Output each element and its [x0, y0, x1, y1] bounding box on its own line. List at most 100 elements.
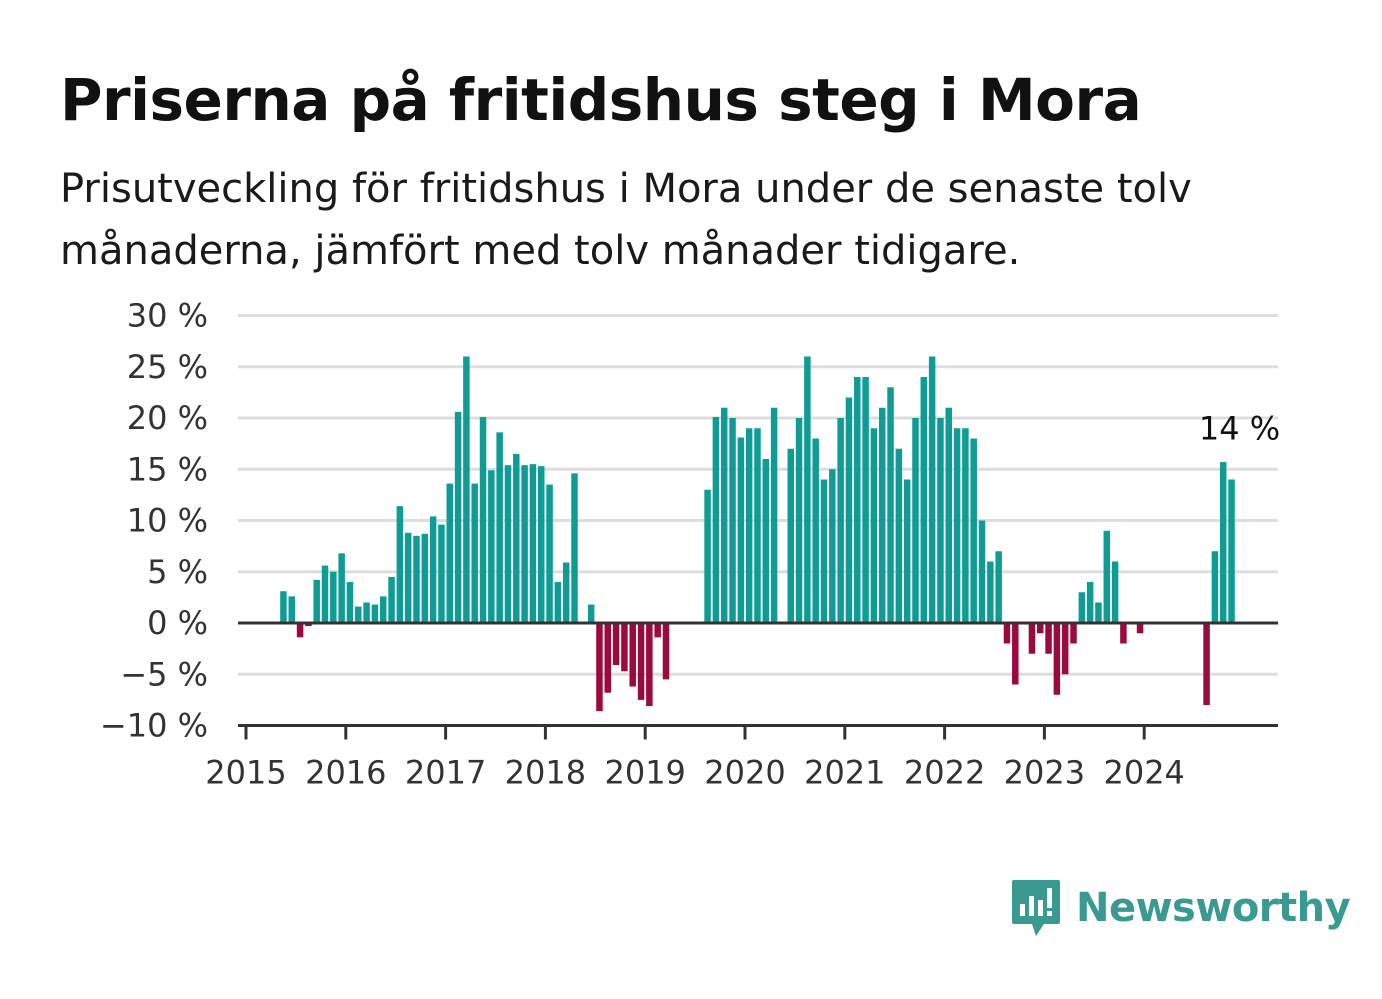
- bar: [1003, 623, 1011, 644]
- bar: [804, 356, 811, 623]
- bar: [587, 604, 595, 623]
- bar: [845, 397, 853, 623]
- bar: [404, 532, 412, 623]
- bar: [288, 596, 295, 623]
- brand-name: Newsworthy: [1076, 885, 1351, 931]
- bar: [712, 416, 720, 624]
- bar: [928, 356, 936, 623]
- bar: [1211, 551, 1219, 623]
- bar: [571, 473, 578, 623]
- bar: [388, 576, 395, 624]
- bar: [970, 438, 977, 623]
- bar: [854, 377, 861, 623]
- y-tick-label: 5 %: [147, 553, 208, 591]
- bar: [862, 377, 869, 623]
- bar: [829, 469, 836, 623]
- bar: [321, 565, 329, 623]
- bar: [887, 387, 894, 623]
- bar: [812, 438, 819, 623]
- y-tick-label: 25 %: [127, 348, 208, 386]
- bar: [596, 623, 603, 712]
- bar: [363, 602, 370, 623]
- bar: [737, 437, 745, 624]
- bar: [787, 448, 794, 623]
- bar: [346, 582, 354, 623]
- bar: [513, 453, 520, 624]
- bar: [995, 551, 1002, 623]
- bar: [1028, 623, 1036, 654]
- bar: [504, 465, 512, 623]
- bar: [903, 479, 911, 623]
- bar: [371, 604, 379, 623]
- bar: [1219, 462, 1227, 623]
- bar: [770, 407, 778, 623]
- bar: [554, 582, 562, 623]
- y-tick-label: 20 %: [127, 399, 208, 437]
- bar: [280, 591, 287, 624]
- bar: [937, 418, 944, 623]
- bar: [413, 535, 420, 624]
- chart-title: Priserna på fritidshus steg i Mora: [60, 66, 1142, 134]
- bar: [1120, 623, 1127, 644]
- x-tick-label: 2021: [804, 754, 885, 792]
- y-tick-label: 15 %: [127, 450, 208, 488]
- y-tick-label: −5 %: [120, 655, 208, 693]
- bar: [646, 623, 653, 707]
- y-tick-label: −10 %: [100, 707, 208, 745]
- bar: [1203, 623, 1210, 705]
- bar: [1045, 623, 1052, 654]
- bar: [429, 516, 437, 623]
- bar: [330, 571, 337, 623]
- bar: [562, 562, 570, 623]
- bar: [379, 596, 387, 623]
- bar: [912, 418, 919, 623]
- x-tick-label: 2015: [205, 754, 286, 792]
- brand-logo: Newsworthy: [1010, 878, 1351, 938]
- bar: [1103, 530, 1111, 623]
- x-tick-label: 2016: [305, 754, 386, 792]
- bar: [962, 428, 969, 623]
- bar: [978, 520, 986, 623]
- bar: [488, 470, 495, 623]
- axes: [238, 621, 1278, 740]
- bar: [945, 407, 952, 623]
- bar: [471, 483, 478, 623]
- x-tick-label: 2024: [1103, 754, 1184, 792]
- bars: [280, 356, 1235, 712]
- chart-subtitle: Prisutveckling för fritidshus i Mora und…: [60, 166, 1192, 274]
- value-annotation: 14 %: [1199, 410, 1280, 448]
- bar: [479, 416, 487, 624]
- bar: [621, 623, 628, 672]
- bar: [762, 459, 770, 623]
- bar: [438, 524, 445, 623]
- bar: [1061, 623, 1069, 675]
- bar: [612, 623, 620, 666]
- bar: [895, 448, 903, 623]
- bar: [745, 428, 753, 623]
- bar: [396, 506, 404, 623]
- bar: [987, 561, 994, 623]
- bar: [720, 407, 728, 623]
- bar: [795, 418, 803, 623]
- bar: [1095, 602, 1102, 623]
- bar: [662, 623, 670, 680]
- bar: [629, 623, 636, 687]
- bar: [754, 428, 761, 623]
- bar: [1111, 561, 1119, 623]
- bar: [546, 484, 553, 624]
- bar: [704, 489, 711, 623]
- bar: [496, 432, 503, 623]
- bar-chart-speech-bubble-icon: [1012, 880, 1060, 936]
- bar: [820, 479, 828, 623]
- bar: [1228, 479, 1235, 623]
- bar: [1086, 582, 1094, 623]
- bar: [920, 377, 928, 623]
- bar: [296, 623, 304, 638]
- bar: [637, 623, 645, 700]
- bar: [870, 428, 878, 623]
- bar: [529, 464, 537, 624]
- bar: [305, 623, 312, 627]
- bar: [355, 606, 362, 623]
- bar: [837, 418, 844, 623]
